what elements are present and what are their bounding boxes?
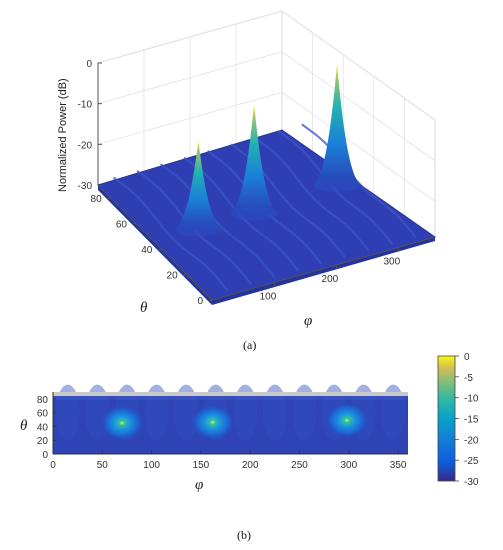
heatmap-plot: 0 50 100 150 200 250 300 350 0 20 40 60 80 θ φ 0 -5 -… (20, 352, 479, 542)
heat-x-tick-label: 50 (97, 460, 109, 471)
surface-peak (311, 64, 364, 187)
heat-y-tick-label: 20 (37, 436, 49, 447)
phi-tick-mark (335, 264, 338, 270)
z-tick-label: -10 (78, 100, 93, 111)
heat-y-tick-label: 0 (42, 450, 48, 461)
phi-axis-ticks: 100 200 300 (260, 247, 401, 303)
heat-x-tick-label: 0 (50, 460, 56, 471)
theta-tick-mark (106, 197, 111, 200)
surface-ripple (159, 163, 276, 279)
theta-axis-ticks: 0 20 40 60 80 (91, 194, 213, 307)
surface-ripples (98, 123, 435, 305)
wall-grid-line (281, 92, 436, 202)
colorbar-tick-label: -30 (464, 477, 479, 488)
theta-tick-mark (131, 222, 137, 225)
colorbar-tick-label: -25 (464, 456, 479, 467)
heatmap-top-band (53, 392, 408, 396)
surface-peak (172, 140, 225, 231)
theta-tick-label: 0 (197, 296, 203, 307)
heatmap-peak (100, 405, 145, 441)
heatmap-y-ticks: 0 20 40 60 80 (37, 395, 56, 461)
heat-y-tick-label: 40 (37, 422, 49, 433)
heat-x-tick-label: 150 (193, 460, 210, 471)
heatmap-peaks (100, 402, 369, 441)
z-tick-label: -20 (78, 140, 93, 151)
colorbar-tick-label: 0 (464, 352, 470, 363)
heatmap-x-ticks: 0 50 100 150 200 250 300 350 (50, 451, 407, 471)
surface-ripple (254, 136, 370, 252)
z-tick-label: 0 (86, 59, 92, 70)
heat-x-tick-label: 350 (390, 460, 407, 471)
colorbar-tick-label: -5 (464, 373, 473, 384)
theta-tick-mark (157, 248, 162, 251)
heat-x-tick-label: 100 (143, 460, 160, 471)
phi-tick-label: 100 (260, 292, 277, 303)
heat-y-tick-label: 80 (37, 395, 49, 406)
surface-peak-base (313, 178, 361, 193)
heatmap-peak (190, 404, 235, 441)
panel-a-caption: (a) (243, 338, 256, 352)
theta-tick-mark (207, 299, 213, 302)
heat-y-label: θ (20, 418, 28, 434)
theta-axis-line (97, 184, 213, 301)
colorbar (437, 355, 456, 482)
phi-tick-mark (273, 282, 276, 287)
theta-tick-label: 40 (141, 245, 153, 256)
surface-peak-base (230, 206, 278, 221)
phi-tick-label: 300 (383, 257, 400, 268)
phi-tick-label: 200 (322, 274, 339, 285)
heat-y-tick-label: 60 (37, 409, 49, 420)
surface-peak-base (174, 222, 222, 237)
colorbar-ticks: 0 -5 -10 -15 -20 -25 -30 (455, 352, 479, 488)
heat-x-tick-label: 200 (242, 460, 259, 471)
theta-tick-label: 20 (167, 270, 179, 281)
colorbar-tick-label: -10 (464, 394, 479, 405)
heat-x-tick-label: 250 (291, 460, 308, 471)
phi-axis-label: φ (304, 313, 312, 329)
z-axis-label: Normalized Power (dB) (57, 78, 69, 192)
panel-b-caption: (b) (237, 528, 251, 542)
surface-ripple (112, 176, 229, 292)
surface-plot: 0 -10 -20 -30 Normalized Power (dB) 0 20 40 60… (57, 10, 437, 352)
phi-tick-mark (397, 247, 400, 252)
heat-x-tick-label: 300 (340, 460, 357, 471)
surface-peak (228, 104, 281, 215)
surface-peaks (172, 64, 364, 237)
theta-tick-mark (182, 273, 187, 276)
theta-tick-label: 60 (116, 219, 128, 230)
z-tick-label: -30 (78, 181, 93, 192)
heat-x-label: φ (195, 477, 203, 493)
colorbar-tick-label: -20 (464, 435, 479, 446)
wall-grid-line (281, 51, 436, 161)
colorbar-tick-label: -15 (464, 415, 479, 426)
heatmap-peak (324, 402, 369, 439)
theta-tick-label: 80 (91, 194, 103, 205)
theta-axis-label: θ (140, 300, 148, 316)
wall-grid-line (281, 10, 436, 121)
